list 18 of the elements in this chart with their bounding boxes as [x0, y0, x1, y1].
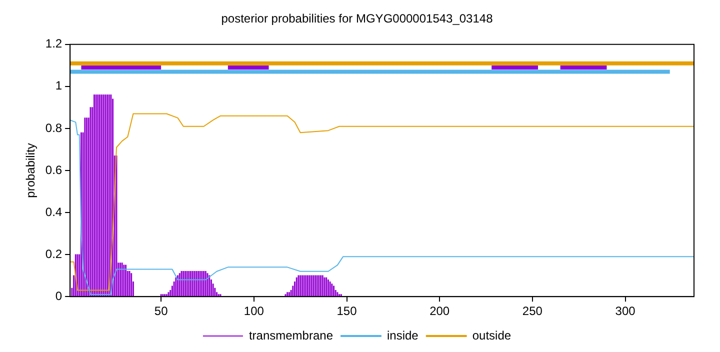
- chart-title: posterior probabilities for MGYG000001543_03148: [221, 12, 494, 26]
- x-tick-label: 250: [522, 304, 543, 318]
- y-axis-title: probability: [24, 143, 38, 198]
- y-tick-label: 0.6: [45, 162, 62, 177]
- legend-label: outside: [472, 328, 512, 342]
- x-tick-label: 100: [244, 304, 264, 318]
- x-tick-label: 50: [154, 304, 168, 318]
- y-tick-label: 0.8: [45, 120, 62, 135]
- x-tick-label: 150: [336, 304, 358, 318]
- legend-label: transmembrane: [248, 328, 334, 342]
- y-tick-label: 0: [55, 288, 62, 303]
- x-tick-label: 300: [615, 304, 636, 318]
- y-tick-label: 0.4: [45, 204, 62, 219]
- x-tick-label: 200: [430, 304, 450, 318]
- legend-label: inside: [386, 328, 419, 342]
- y-tick-label: 1.2: [45, 36, 62, 51]
- y-tick-label: 1: [55, 78, 62, 93]
- y-tick-label: 0.2: [45, 246, 62, 261]
